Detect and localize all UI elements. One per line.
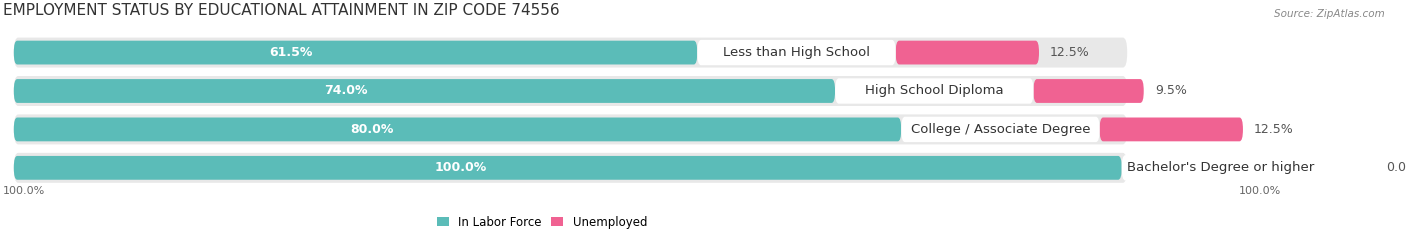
- FancyBboxPatch shape: [14, 76, 1128, 106]
- FancyBboxPatch shape: [14, 79, 835, 103]
- FancyBboxPatch shape: [1099, 117, 1243, 141]
- FancyBboxPatch shape: [1320, 156, 1375, 180]
- FancyBboxPatch shape: [896, 41, 1039, 65]
- Text: Source: ZipAtlas.com: Source: ZipAtlas.com: [1274, 9, 1385, 19]
- Text: College / Associate Degree: College / Associate Degree: [911, 123, 1090, 136]
- Text: High School Diploma: High School Diploma: [865, 85, 1004, 97]
- Text: Less than High School: Less than High School: [723, 46, 870, 59]
- Text: EMPLOYMENT STATUS BY EDUCATIONAL ATTAINMENT IN ZIP CODE 74556: EMPLOYMENT STATUS BY EDUCATIONAL ATTAINM…: [3, 3, 560, 18]
- Text: 100.0%: 100.0%: [1239, 185, 1281, 195]
- Legend: In Labor Force, Unemployed: In Labor Force, Unemployed: [437, 216, 647, 229]
- FancyBboxPatch shape: [14, 38, 1128, 68]
- FancyBboxPatch shape: [14, 156, 1122, 180]
- FancyBboxPatch shape: [14, 117, 901, 141]
- Text: 12.5%: 12.5%: [1254, 123, 1294, 136]
- Text: 100.0%: 100.0%: [434, 161, 486, 174]
- FancyBboxPatch shape: [697, 40, 896, 65]
- Text: 12.5%: 12.5%: [1050, 46, 1090, 59]
- Text: 74.0%: 74.0%: [323, 85, 367, 97]
- FancyBboxPatch shape: [835, 78, 1033, 104]
- Text: 0.0%: 0.0%: [1386, 161, 1406, 174]
- Text: 100.0%: 100.0%: [3, 185, 45, 195]
- FancyBboxPatch shape: [1033, 79, 1143, 103]
- Text: 80.0%: 80.0%: [350, 123, 394, 136]
- FancyBboxPatch shape: [14, 41, 697, 65]
- FancyBboxPatch shape: [14, 114, 1128, 144]
- FancyBboxPatch shape: [14, 153, 1128, 183]
- Text: 61.5%: 61.5%: [269, 46, 312, 59]
- Text: Bachelor's Degree or higher: Bachelor's Degree or higher: [1128, 161, 1315, 174]
- Text: 9.5%: 9.5%: [1154, 85, 1187, 97]
- FancyBboxPatch shape: [1122, 155, 1320, 181]
- FancyBboxPatch shape: [901, 117, 1099, 142]
